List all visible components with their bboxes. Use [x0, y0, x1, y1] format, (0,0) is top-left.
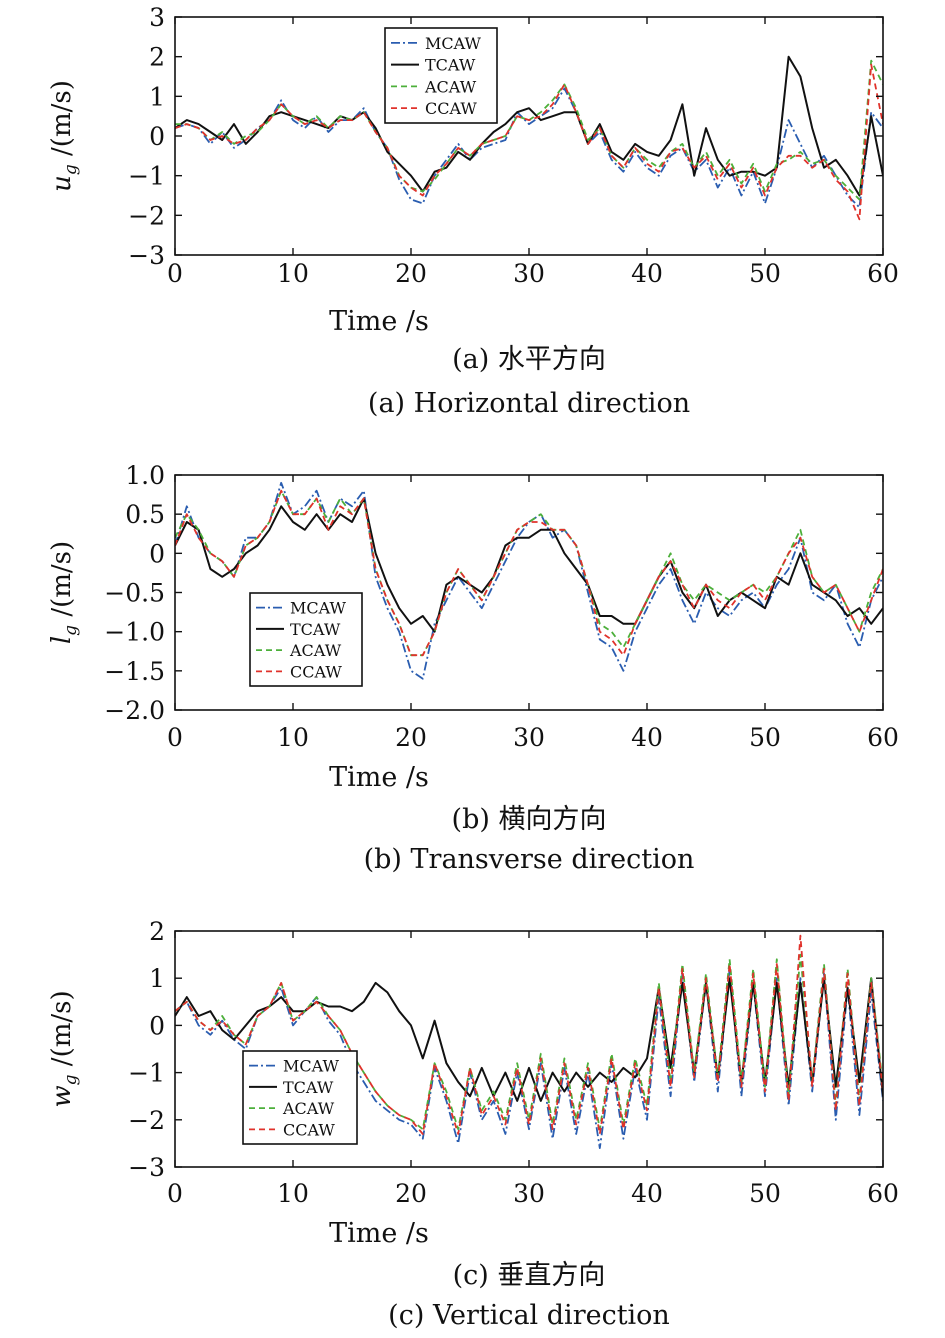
x-tick-label: 40 [631, 1179, 663, 1208]
x-tick-label: 40 [631, 723, 663, 752]
legend-label-acaw: ACAW [424, 77, 477, 96]
x-axis-label: Time /s [329, 1218, 429, 1249]
caption-chinese: (b) 横向方向 [452, 804, 607, 835]
x-tick-label: 0 [167, 259, 183, 288]
legend-label-ccaw: CCAW [290, 662, 342, 681]
series-line-tcaw [175, 55, 883, 197]
x-tick-label: 60 [867, 1179, 899, 1208]
legend-box [384, 27, 498, 124]
y-tick-label: −0.5 [104, 579, 165, 608]
caption-chinese: (a) 水平方向 [452, 344, 606, 375]
y-tick-label: −2 [128, 1106, 165, 1135]
plot-frame [174, 16, 884, 256]
x-tick-label: 30 [513, 259, 545, 288]
y-axis-label: ug /(m/s) [47, 80, 81, 192]
x-axis-label: Time /s [329, 306, 429, 337]
legend-label-acaw: ACAW [282, 1099, 335, 1118]
series-line-acaw [175, 953, 883, 1131]
x-tick-label: 10 [277, 259, 309, 288]
y-tick-label: 0 [149, 122, 165, 151]
y-tick-label: 1.0 [125, 461, 165, 490]
series-line-ccaw [175, 63, 883, 221]
x-tick-label: 50 [749, 259, 781, 288]
x-tick-label: 0 [167, 1179, 183, 1208]
x-tick-label: 50 [749, 723, 781, 752]
legend: MCAW TCAW ACAW CCAW [242, 1050, 358, 1145]
y-tick-label: 3 [149, 3, 165, 32]
x-tick-label: 30 [513, 1179, 545, 1208]
y-tick-label: 1 [149, 82, 165, 111]
legend: MCAW TCAW ACAW CCAW [384, 27, 498, 124]
y-tick-label: 1 [149, 964, 165, 993]
y-tick-label: 0.5 [125, 500, 165, 529]
x-tick-label: 60 [867, 723, 899, 752]
x-tick-label: 10 [277, 723, 309, 752]
series-line-ccaw [175, 934, 883, 1135]
y-tick-label: −2 [128, 201, 165, 230]
x-tick-label: 40 [631, 259, 663, 288]
x-tick-label: 10 [277, 1179, 309, 1208]
x-tick-label: 20 [395, 723, 427, 752]
legend: MCAW TCAW ACAW CCAW [249, 592, 363, 687]
chart-panel-2: 0 10 20 30 40 50 60 1.0 0.5 0 −0.5 −1.0 −1.5 −2.0 lg /… [47, 461, 899, 875]
x-tick-label: 20 [395, 259, 427, 288]
y-tick-label: −3 [128, 1153, 165, 1182]
series-line-ccaw [175, 489, 883, 657]
x-tick-label: 0 [167, 723, 183, 752]
y-axis-label: lg /(m/s) [47, 541, 81, 644]
x-tick-label: 30 [513, 723, 545, 752]
series-line-acaw [175, 59, 883, 201]
x-tick-label: 60 [867, 259, 899, 288]
y-tick-label: −1.0 [104, 618, 165, 647]
legend-label-mcaw: MCAW [290, 599, 347, 618]
legend-label-mcaw: MCAW [425, 34, 482, 53]
y-tick-label: −1 [128, 1059, 165, 1088]
x-tick-label: 20 [395, 1179, 427, 1208]
legend-label-mcaw: MCAW [283, 1057, 340, 1076]
series-line-tcaw [175, 497, 883, 633]
legend-label-tcaw: TCAW [290, 620, 341, 639]
y-tick-label: −1.5 [104, 657, 165, 686]
y-tick-label: 2 [149, 43, 165, 72]
x-tick-label: 50 [749, 1179, 781, 1208]
caption-chinese: (c) 垂直方向 [453, 1260, 606, 1291]
legend-label-ccaw: CCAW [425, 99, 477, 118]
caption-english: (b) Transverse direction [364, 844, 695, 875]
legend-label-acaw: ACAW [289, 641, 342, 660]
legend-label-ccaw: CCAW [283, 1120, 335, 1139]
caption-english: (a) Horizontal direction [368, 388, 690, 419]
series-line-mcaw [175, 87, 883, 209]
y-tick-label: 2 [149, 917, 165, 946]
legend-label-tcaw: TCAW [283, 1078, 334, 1097]
y-tick-label: −3 [128, 241, 165, 270]
legend-label-tcaw: TCAW [425, 56, 476, 75]
y-tick-label: −2.0 [104, 696, 165, 725]
y-tick-label: −1 [128, 162, 165, 191]
y-tick-label: 0 [149, 1011, 165, 1040]
y-tick-label: 0 [149, 539, 165, 568]
caption-english: (c) Vertical direction [388, 1300, 670, 1331]
series-line-mcaw [175, 967, 883, 1149]
x-axis-label: Time /s [329, 762, 429, 793]
y-axis-label: wg /(m/s) [47, 990, 81, 1107]
